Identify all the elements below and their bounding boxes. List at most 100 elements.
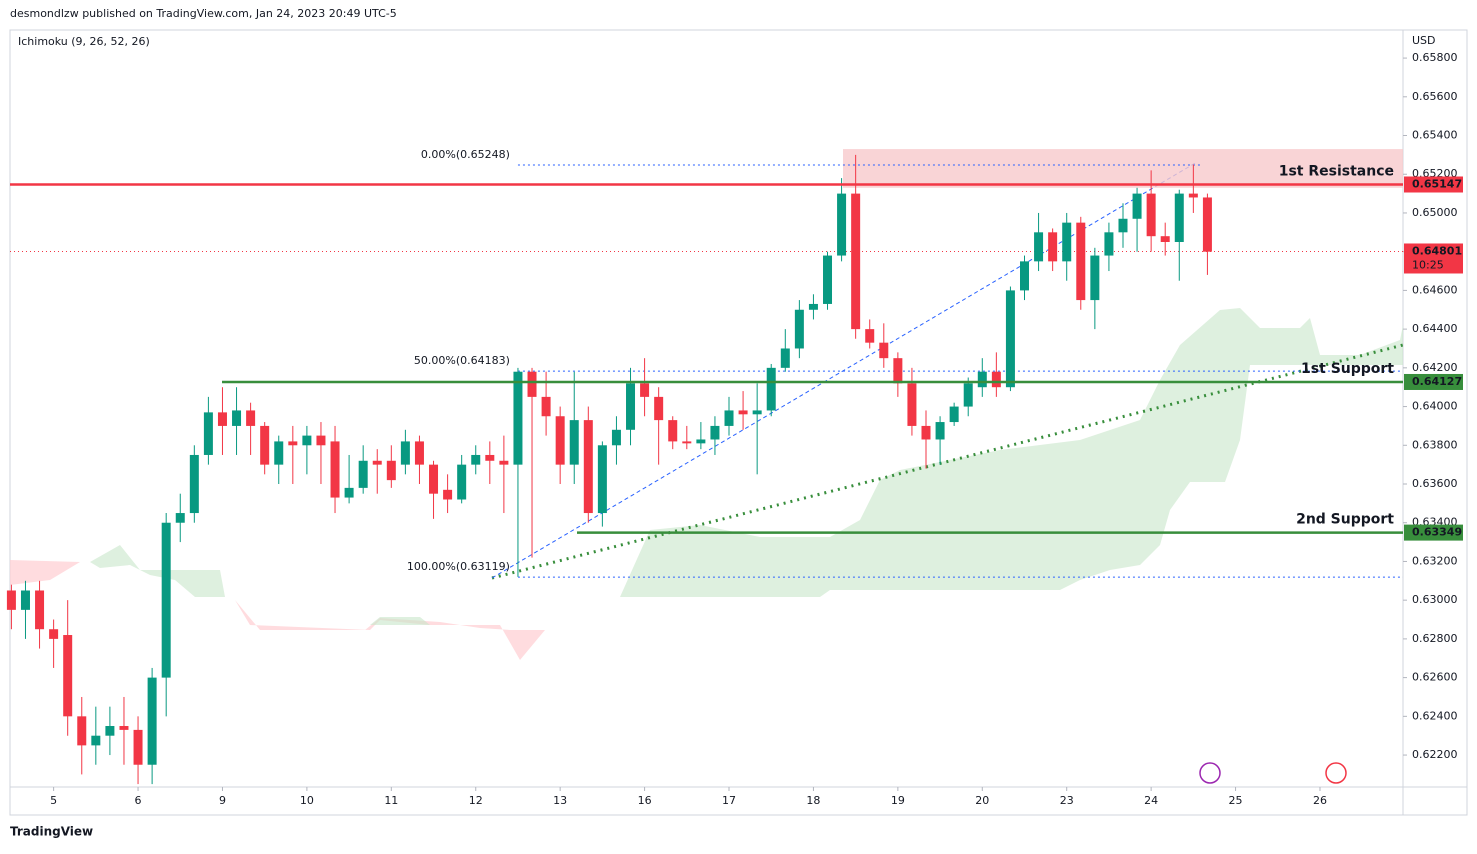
frame bbox=[9, 29, 1468, 816]
y-tick-label: 0.62800 bbox=[1412, 632, 1458, 645]
x-tick-label: 6 bbox=[135, 794, 142, 807]
y-tick-label: 0.63200 bbox=[1412, 554, 1458, 567]
level-name: 1st Support bbox=[1301, 361, 1394, 377]
candle-body bbox=[161, 522, 171, 678]
y-tick-label: 0.62200 bbox=[1412, 748, 1458, 761]
level-price-box bbox=[1404, 373, 1463, 390]
candle-body bbox=[1146, 193, 1156, 237]
candle-body bbox=[977, 371, 987, 388]
candle-body bbox=[372, 460, 382, 465]
candle-body bbox=[133, 729, 143, 765]
candle-body bbox=[485, 454, 495, 461]
candle-body bbox=[20, 590, 30, 610]
y-tick-label: 0.62400 bbox=[1412, 709, 1458, 722]
y-tick-label: 0.64600 bbox=[1412, 283, 1458, 296]
candle-body bbox=[330, 441, 340, 498]
candle-body bbox=[794, 309, 804, 349]
candle-body bbox=[119, 726, 129, 730]
candle-body bbox=[105, 726, 115, 736]
resistance-zone bbox=[843, 149, 1403, 188]
candle-body bbox=[203, 412, 213, 455]
candle-body bbox=[175, 513, 185, 523]
x-tick-label: 16 bbox=[638, 794, 652, 807]
candle-body bbox=[1160, 236, 1170, 242]
candle-body bbox=[1048, 232, 1058, 262]
candle-body bbox=[63, 635, 73, 717]
candle-body bbox=[400, 441, 410, 465]
candle-body bbox=[1132, 193, 1142, 219]
candle-body bbox=[682, 441, 692, 444]
y-tick-label: 0.62600 bbox=[1412, 671, 1458, 684]
fib-label: 100.00%(0.63119) bbox=[407, 560, 510, 573]
flag-icon[interactable] bbox=[1325, 762, 1347, 784]
x-tick-label: 11 bbox=[384, 794, 398, 807]
candle-body bbox=[358, 460, 368, 488]
candle-body bbox=[49, 629, 59, 639]
candle-body bbox=[288, 441, 298, 446]
candle-body bbox=[949, 406, 959, 423]
candle-body bbox=[1090, 255, 1100, 301]
candle-body bbox=[527, 371, 537, 397]
candle-body bbox=[414, 441, 424, 465]
candle-body bbox=[471, 454, 481, 465]
x-tick-label: 20 bbox=[975, 794, 989, 807]
candle-body bbox=[921, 425, 931, 440]
cloud-bullish bbox=[620, 308, 1403, 597]
candle-body bbox=[668, 420, 678, 442]
y-tick-label: 0.65600 bbox=[1412, 90, 1458, 103]
candle-body bbox=[1005, 290, 1015, 388]
candle-body bbox=[907, 383, 917, 426]
candle-body bbox=[780, 348, 790, 368]
level-price: 0.63349 bbox=[1412, 526, 1462, 539]
candle-body bbox=[893, 358, 903, 384]
candle-body bbox=[1188, 193, 1198, 198]
x-tick-label: 9 bbox=[219, 794, 226, 807]
fib-label: 50.00%(0.64183) bbox=[414, 354, 510, 367]
candle-body bbox=[457, 464, 467, 500]
x-tick-label: 26 bbox=[1313, 794, 1327, 807]
cloud-bullish-left bbox=[90, 545, 225, 597]
candle-body bbox=[696, 439, 706, 444]
level-name: 2nd Support bbox=[1296, 512, 1394, 528]
candle-body bbox=[274, 441, 284, 465]
candle-body bbox=[1034, 232, 1044, 262]
last-price: 0.64801 bbox=[1412, 244, 1462, 257]
candle-body bbox=[555, 416, 565, 465]
level-name: 1st Resistance bbox=[1279, 163, 1394, 179]
candle-body bbox=[513, 371, 523, 465]
candle-body bbox=[1174, 193, 1184, 242]
candle-body bbox=[260, 425, 270, 465]
x-tick-label: 5 bbox=[50, 794, 57, 807]
candle-body bbox=[738, 410, 748, 415]
fib-label: 0.00%(0.65248) bbox=[421, 148, 510, 161]
candle-body bbox=[1118, 218, 1128, 233]
cloud-bullish-mid bbox=[370, 617, 430, 625]
trendline bbox=[491, 343, 1404, 580]
candle-body bbox=[316, 435, 326, 446]
candle-body bbox=[879, 342, 889, 359]
candle-body bbox=[499, 460, 509, 465]
candle-body bbox=[1202, 197, 1212, 252]
candle-body bbox=[626, 383, 636, 430]
countdown: 10:25 bbox=[1412, 258, 1444, 271]
candle-body bbox=[246, 410, 256, 426]
level-price: 0.65147 bbox=[1412, 177, 1462, 190]
candle-body bbox=[1062, 222, 1072, 262]
candle-body bbox=[6, 590, 16, 610]
candle-body bbox=[344, 487, 354, 498]
y-tick-label: 0.63000 bbox=[1412, 593, 1458, 606]
x-tick-label: 18 bbox=[806, 794, 820, 807]
x-tick-label: 10 bbox=[300, 794, 314, 807]
candle-body bbox=[654, 396, 664, 421]
candle-body bbox=[823, 255, 833, 304]
candle-body bbox=[710, 425, 720, 440]
candle-body bbox=[808, 303, 818, 310]
x-tick-label: 17 bbox=[722, 794, 736, 807]
x-tick-label: 13 bbox=[553, 794, 567, 807]
x-tick-label: 23 bbox=[1060, 794, 1074, 807]
event-icon[interactable] bbox=[1199, 762, 1221, 784]
y-tick-label: 0.65400 bbox=[1412, 129, 1458, 142]
candle-body bbox=[302, 435, 312, 446]
candle-body bbox=[429, 464, 439, 494]
last-price-box bbox=[1404, 243, 1463, 274]
